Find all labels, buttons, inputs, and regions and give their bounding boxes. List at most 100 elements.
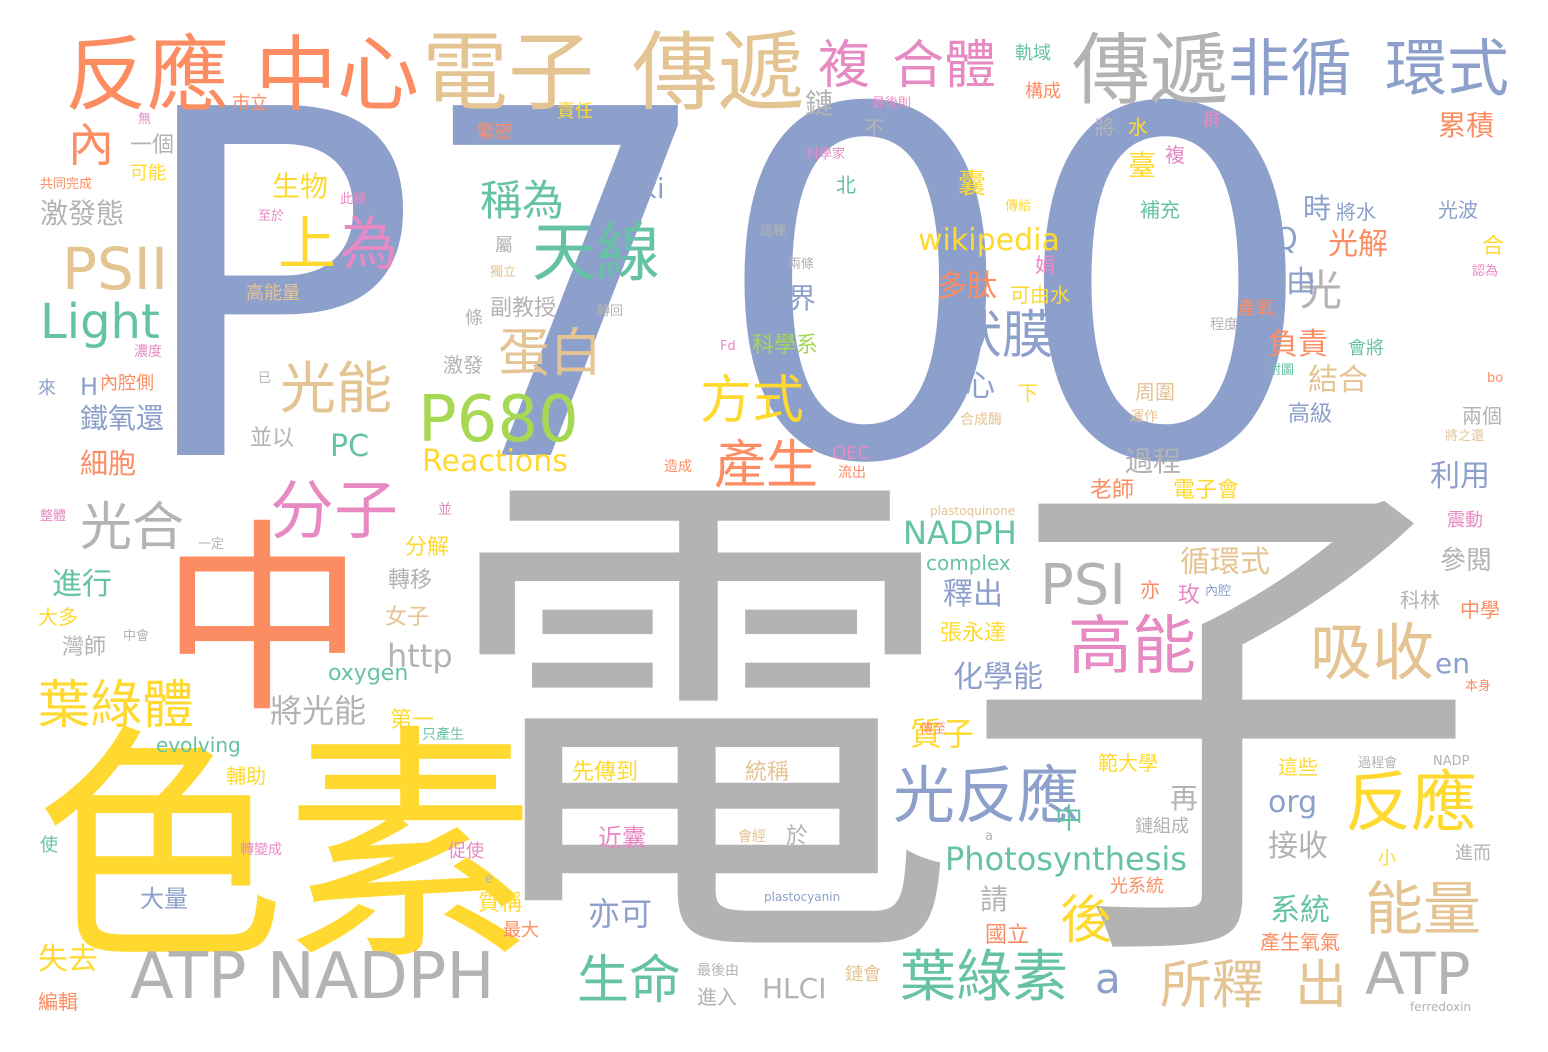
word-yelvsu: 葉綠素 [900, 950, 1068, 1006]
word-hlci: HLCI [762, 975, 826, 1003]
word-keyoushui: 可由水 [1010, 285, 1070, 305]
word-guangjie: 光解 [1328, 230, 1388, 260]
word-jiang: 將 [1095, 117, 1115, 137]
word-fu-right: 複 [1165, 145, 1185, 165]
word-xibao: 細胞 [80, 450, 136, 478]
word-zai: 再 [1170, 785, 1198, 813]
word-tai: 臺 [1128, 152, 1156, 180]
word-guangxitong: 光系統 [1110, 878, 1164, 896]
word-guanghe: 光合 [80, 502, 184, 554]
word-zhuanyi: 轉移 [388, 570, 432, 592]
word-danbai: 蛋白 [498, 328, 602, 380]
word-zhengti: 整體 [40, 510, 66, 523]
word-gaoji: 高級 [1288, 404, 1332, 426]
word-shengming: 生命 [577, 955, 681, 1007]
word-guiyu: 軌域 [1015, 45, 1051, 63]
word-bing: 並 [438, 503, 452, 517]
word-plastocyanin: plastocyanin [764, 891, 840, 903]
word-xunhuanshi: 循環式 [1180, 548, 1270, 578]
word-guochenghui: 過程會 [1358, 757, 1397, 770]
word-fanying-right: 反應 [1345, 770, 1477, 836]
word-bingyi: 並以 [250, 428, 294, 450]
word-shiqu: 失去 [38, 945, 98, 975]
word-mei: 玫 [1178, 585, 1200, 607]
word-zuida: 最大 [503, 922, 539, 940]
word-guangbo: 光波 [1438, 200, 1478, 220]
word-chengwei: 稱為 [480, 180, 564, 222]
word-jinmi: 緊密 [477, 124, 513, 142]
word-hechengmei: 合成酶 [960, 413, 1002, 427]
word-yige: 一個 [130, 135, 174, 157]
word-ferredoxin: ferredoxin [1410, 1001, 1471, 1013]
word-nvzi: 女子 [385, 607, 429, 629]
word-jingyou: 經由 [1256, 268, 1316, 298]
word-jinxing: 進行 [52, 570, 112, 600]
word-qun: 群 [1203, 112, 1221, 130]
word-zhonghui: 中會 [123, 630, 149, 643]
word-daliang: 大量 [140, 887, 188, 911]
word-atp-right: ATP [1365, 945, 1471, 1003]
word-heti: 合體 [892, 40, 996, 92]
word-hou-small: 中 [1055, 805, 1083, 833]
word-guangneng: 光能 [280, 362, 392, 418]
word-chu: 出 [1295, 960, 1347, 1012]
word-fangshi: 方式 [700, 375, 804, 427]
word-huaxueneng: 化學能 [953, 663, 1043, 693]
word-nengliang: 能量 [1365, 880, 1481, 938]
word-shui: 水 [1128, 117, 1148, 137]
word-duli: 獨立 [490, 266, 516, 279]
word-psi: PSI [1040, 558, 1126, 614]
word-hexin: 核心 [935, 372, 995, 402]
word-yi2: 亦 [1140, 580, 1160, 600]
word-shijie: 世界 [760, 285, 816, 313]
word-liangtiao: 兩條 [788, 258, 814, 271]
word-zheixie: 這些 [1278, 757, 1318, 777]
word-bu: 不 [864, 118, 884, 138]
word-zhuangmo: 狀膜 [950, 310, 1054, 362]
word-renwei: 認為 [1472, 265, 1498, 278]
word-nei: 內 [68, 122, 114, 168]
word-fu: 複 [818, 40, 870, 92]
word-yeluti: 葉綠體 [38, 680, 194, 732]
word-lai: 來 [38, 380, 56, 398]
word-shichu: 釋出 [943, 580, 1003, 610]
word-guoli: 國立 [985, 925, 1029, 947]
word-lianzucheng: 鏈組成 [1135, 818, 1189, 836]
word-leiji: 累積 [1438, 112, 1494, 140]
word-wanshi: 灣師 [62, 637, 106, 659]
word-jifa: 激發 [443, 355, 483, 375]
word-keneng: 可能 [130, 165, 166, 183]
word-light: Light [40, 298, 160, 346]
word-tianxian: 天線 [532, 222, 660, 286]
word-yiding: 一定 [198, 538, 224, 551]
word-qing: 請 [980, 886, 1008, 914]
word-jifatai: 激發態 [40, 200, 124, 228]
word-hou: 後 [1060, 895, 1112, 947]
word-shili: 市立 [232, 95, 268, 113]
word-wu: 無 [138, 113, 151, 126]
word-nadph-mid: NADPH [903, 517, 1017, 549]
word-oec: OEC [832, 445, 870, 463]
word-canyue: 參閱 [1440, 548, 1492, 574]
word-duotai: 多肽 [937, 272, 997, 302]
word-jinru: 進入 [697, 987, 737, 1007]
word-a: a [1095, 958, 1121, 1000]
word-zhuanhui: 轉回 [597, 305, 623, 318]
word-pc: PC [330, 432, 369, 462]
word-juan: 娟 [1035, 255, 1055, 275]
word-fujiaoshou: 副教授 [490, 298, 556, 320]
word-zhongxin: 中心 [255, 35, 419, 117]
word-fuzhu: 輔助 [226, 766, 266, 786]
word-fujin: 附圖 [1268, 364, 1294, 377]
word-org: org [1268, 788, 1317, 818]
word-laoshi: 老師 [1090, 480, 1134, 502]
word-tiao: 條 [465, 310, 483, 328]
word-zhanqi: 產氧 [1238, 300, 1274, 318]
word-chengdu: 程度 [1210, 318, 1238, 332]
word-feixun: 非循 [1228, 38, 1352, 100]
word-photosynthesis: Photosynthesis [945, 843, 1187, 875]
word-en: en [1435, 650, 1470, 678]
word-guangfanying: 光反應 [893, 765, 1079, 827]
word-e: e [485, 873, 493, 886]
word-wikipedia: wikipedia [918, 226, 1060, 256]
